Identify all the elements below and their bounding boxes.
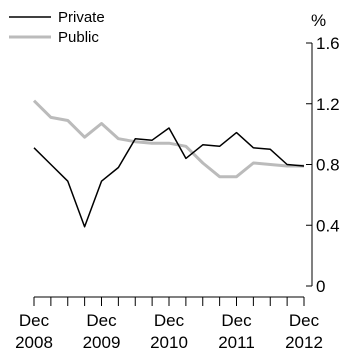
- series-layer: [32, 99, 305, 228]
- x-axis: Dec 2008 Dec 2009 Dec 2010 Dec 2011 Dec 2012: [15, 296, 323, 352]
- x-tick-label-month: Dec: [19, 311, 50, 330]
- x-tick-label-year: 2011: [218, 333, 255, 352]
- legend: Private Public: [9, 9, 105, 46]
- x-tick-label-month: Dec: [154, 311, 185, 330]
- y-tick-label: 0.8: [316, 156, 340, 175]
- y-tick-label: 1.6: [316, 34, 340, 53]
- y-axis: 0 0.4 0.8 1.2 1.6: [306, 34, 340, 296]
- y-tick-label: 1.2: [316, 95, 340, 114]
- x-tick-label-month: Dec: [289, 311, 320, 330]
- legend-label-public: Public: [58, 29, 99, 46]
- series-line-public: [32, 99, 304, 179]
- y-tick-label: 0.4: [316, 216, 340, 235]
- x-tick-label-year: 2008: [15, 333, 53, 352]
- y-unit-label: %: [311, 11, 326, 30]
- y-tick-label: 0: [316, 277, 325, 296]
- x-tick-label-year: 2012: [285, 333, 323, 352]
- series-line-private: [33, 127, 305, 228]
- x-tick-label-year: 2009: [83, 333, 121, 352]
- x-tick-label-month: Dec: [86, 311, 117, 330]
- x-tick-label-year: 2010: [150, 333, 188, 352]
- legend-label-private: Private: [58, 9, 105, 26]
- x-tick-label-month: Dec: [221, 311, 252, 330]
